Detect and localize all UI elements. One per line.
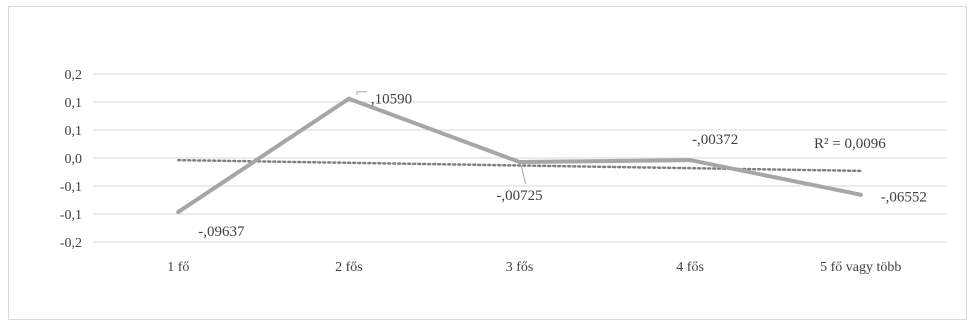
y-tick-label: -0,1 — [60, 180, 82, 195]
y-tick-label: 0,1 — [65, 96, 83, 111]
y-tick-label: -0,1 — [60, 208, 82, 223]
chart-frame — [8, 6, 967, 320]
leader-line — [521, 165, 526, 185]
data-labels: -,09637 ,10590 -,00725 -,00372 -,06552 — [198, 91, 927, 240]
y-axis-tick-labels: 0,2 0,1 0,1 0,0 -0,1 -0,1 -0,2 — [60, 68, 82, 251]
x-axis-tick-labels: 1 fő 2 fős 3 fős 4 fős 5 fő vagy több — [167, 260, 901, 275]
y-tick-label: 0,1 — [65, 124, 83, 139]
data-point — [176, 209, 181, 214]
x-tick-label: 2 fős — [335, 260, 363, 275]
y-tick-label: 0,0 — [65, 152, 83, 167]
trendline-group — [177, 158, 862, 173]
data-label: ,10590 — [371, 92, 412, 108]
trendline — [177, 158, 862, 173]
x-tick-label: 4 fős — [676, 260, 704, 275]
data-label: -,00725 — [496, 188, 542, 204]
y-tick-label: -0,2 — [60, 236, 82, 251]
data-label: -,06552 — [881, 190, 927, 206]
x-tick-label: 3 fős — [506, 260, 534, 275]
data-label: -,00372 — [692, 132, 738, 148]
r-squared-label: R² = 0,0096 — [814, 136, 886, 152]
x-tick-label: 5 fő vagy több — [820, 260, 901, 275]
leader-line — [356, 91, 367, 95]
x-tick-label: 1 fő — [167, 260, 189, 275]
gridlines — [93, 73, 946, 243]
y-tick-label: 0,2 — [65, 68, 83, 83]
data-point — [858, 192, 863, 197]
series-group — [176, 96, 863, 214]
data-point — [517, 160, 522, 165]
data-label: -,09637 — [198, 224, 245, 240]
data-point — [688, 158, 693, 163]
data-point — [346, 96, 351, 101]
